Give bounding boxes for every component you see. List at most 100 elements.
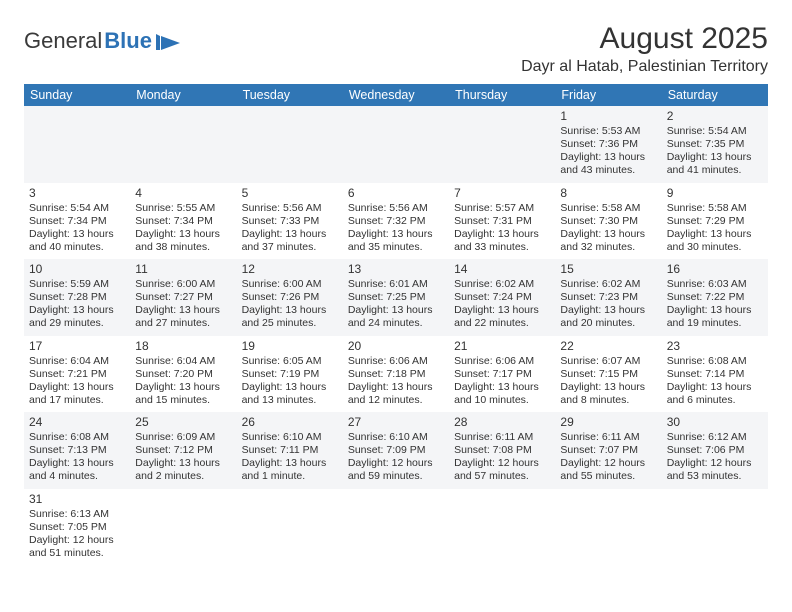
day-number: 15 — [560, 262, 656, 277]
calendar-day-cell: 17Sunrise: 6:04 AMSunset: 7:21 PMDayligh… — [24, 336, 130, 413]
sunrise-text: Sunrise: 5:58 AM — [560, 202, 656, 215]
calendar-day-cell — [449, 489, 555, 566]
daylight-text: Daylight: 13 hours and 43 minutes. — [560, 151, 656, 177]
calendar-day-cell: 1Sunrise: 5:53 AMSunset: 7:36 PMDaylight… — [555, 106, 661, 183]
calendar-day-cell: 12Sunrise: 6:00 AMSunset: 7:26 PMDayligh… — [237, 259, 343, 336]
sunrise-text: Sunrise: 6:00 AM — [242, 278, 338, 291]
daylight-text: Daylight: 12 hours and 53 minutes. — [667, 457, 763, 483]
day-number: 29 — [560, 415, 656, 430]
sunset-text: Sunset: 7:36 PM — [560, 138, 656, 151]
calendar-week-row: 24Sunrise: 6:08 AMSunset: 7:13 PMDayligh… — [24, 412, 768, 489]
sunset-text: Sunset: 7:33 PM — [242, 215, 338, 228]
sunrise-text: Sunrise: 6:06 AM — [454, 355, 550, 368]
calendar-day-cell: 27Sunrise: 6:10 AMSunset: 7:09 PMDayligh… — [343, 412, 449, 489]
sunset-text: Sunset: 7:23 PM — [560, 291, 656, 304]
sunrise-text: Sunrise: 6:04 AM — [29, 355, 125, 368]
calendar-day-cell: 29Sunrise: 6:11 AMSunset: 7:07 PMDayligh… — [555, 412, 661, 489]
daylight-text: Daylight: 13 hours and 20 minutes. — [560, 304, 656, 330]
weekday-header-row: Sunday Monday Tuesday Wednesday Thursday… — [24, 84, 768, 106]
calendar-day-cell: 8Sunrise: 5:58 AMSunset: 7:30 PMDaylight… — [555, 183, 661, 260]
header-row: GeneralBlue August 2025 Dayr al Hatab, P… — [24, 22, 768, 76]
daylight-text: Daylight: 13 hours and 40 minutes. — [29, 228, 125, 254]
day-number: 28 — [454, 415, 550, 430]
day-number: 12 — [242, 262, 338, 277]
day-number: 21 — [454, 339, 550, 354]
daylight-text: Daylight: 13 hours and 30 minutes. — [667, 228, 763, 254]
sunset-text: Sunset: 7:13 PM — [29, 444, 125, 457]
calendar-day-cell: 3Sunrise: 5:54 AMSunset: 7:34 PMDaylight… — [24, 183, 130, 260]
calendar-day-cell — [343, 106, 449, 183]
sunset-text: Sunset: 7:24 PM — [454, 291, 550, 304]
daylight-text: Daylight: 13 hours and 8 minutes. — [560, 381, 656, 407]
daylight-text: Daylight: 13 hours and 13 minutes. — [242, 381, 338, 407]
sunrise-text: Sunrise: 6:11 AM — [454, 431, 550, 444]
sunset-text: Sunset: 7:20 PM — [135, 368, 231, 381]
sunset-text: Sunset: 7:34 PM — [135, 215, 231, 228]
daylight-text: Daylight: 13 hours and 24 minutes. — [348, 304, 444, 330]
daylight-text: Daylight: 13 hours and 35 minutes. — [348, 228, 444, 254]
sunset-text: Sunset: 7:06 PM — [667, 444, 763, 457]
calendar-day-cell — [662, 489, 768, 566]
sunrise-text: Sunrise: 5:53 AM — [560, 125, 656, 138]
calendar-day-cell: 9Sunrise: 5:58 AMSunset: 7:29 PMDaylight… — [662, 183, 768, 260]
daylight-text: Daylight: 13 hours and 29 minutes. — [29, 304, 125, 330]
sunset-text: Sunset: 7:08 PM — [454, 444, 550, 457]
sunrise-text: Sunrise: 6:10 AM — [242, 431, 338, 444]
day-number: 17 — [29, 339, 125, 354]
sunset-text: Sunset: 7:34 PM — [29, 215, 125, 228]
sunrise-text: Sunrise: 5:59 AM — [29, 278, 125, 291]
calendar-week-row: 1Sunrise: 5:53 AMSunset: 7:36 PMDaylight… — [24, 106, 768, 183]
day-number: 2 — [667, 109, 763, 124]
sunset-text: Sunset: 7:29 PM — [667, 215, 763, 228]
day-number: 13 — [348, 262, 444, 277]
day-number: 1 — [560, 109, 656, 124]
calendar-day-cell: 11Sunrise: 6:00 AMSunset: 7:27 PMDayligh… — [130, 259, 236, 336]
daylight-text: Daylight: 13 hours and 19 minutes. — [667, 304, 763, 330]
day-number: 5 — [242, 186, 338, 201]
calendar-day-cell: 18Sunrise: 6:04 AMSunset: 7:20 PMDayligh… — [130, 336, 236, 413]
sunrise-text: Sunrise: 6:03 AM — [667, 278, 763, 291]
sunrise-text: Sunrise: 6:02 AM — [454, 278, 550, 291]
calendar-day-cell: 5Sunrise: 5:56 AMSunset: 7:33 PMDaylight… — [237, 183, 343, 260]
day-number: 25 — [135, 415, 231, 430]
daylight-text: Daylight: 13 hours and 17 minutes. — [29, 381, 125, 407]
sunset-text: Sunset: 7:26 PM — [242, 291, 338, 304]
sunset-text: Sunset: 7:09 PM — [348, 444, 444, 457]
sunset-text: Sunset: 7:31 PM — [454, 215, 550, 228]
location: Dayr al Hatab, Palestinian Territory — [521, 58, 768, 76]
day-number: 27 — [348, 415, 444, 430]
sunset-text: Sunset: 7:17 PM — [454, 368, 550, 381]
day-number: 11 — [135, 262, 231, 277]
day-number: 24 — [29, 415, 125, 430]
sunset-text: Sunset: 7:15 PM — [560, 368, 656, 381]
sunrise-text: Sunrise: 6:12 AM — [667, 431, 763, 444]
logo-flag-icon — [156, 32, 182, 50]
calendar-day-cell: 16Sunrise: 6:03 AMSunset: 7:22 PMDayligh… — [662, 259, 768, 336]
day-number: 20 — [348, 339, 444, 354]
calendar-day-cell: 21Sunrise: 6:06 AMSunset: 7:17 PMDayligh… — [449, 336, 555, 413]
daylight-text: Daylight: 13 hours and 32 minutes. — [560, 228, 656, 254]
calendar-day-cell — [130, 106, 236, 183]
sunrise-text: Sunrise: 6:06 AM — [348, 355, 444, 368]
day-number: 23 — [667, 339, 763, 354]
sunrise-text: Sunrise: 6:13 AM — [29, 508, 125, 521]
calendar-day-cell: 14Sunrise: 6:02 AMSunset: 7:24 PMDayligh… — [449, 259, 555, 336]
month-title: August 2025 — [521, 22, 768, 56]
calendar-day-cell: 13Sunrise: 6:01 AMSunset: 7:25 PMDayligh… — [343, 259, 449, 336]
sunset-text: Sunset: 7:21 PM — [29, 368, 125, 381]
weekday-header: Friday — [555, 84, 661, 106]
calendar-week-row: 10Sunrise: 5:59 AMSunset: 7:28 PMDayligh… — [24, 259, 768, 336]
sunrise-text: Sunrise: 5:56 AM — [242, 202, 338, 215]
sunrise-text: Sunrise: 5:54 AM — [667, 125, 763, 138]
calendar-day-cell: 31Sunrise: 6:13 AMSunset: 7:05 PMDayligh… — [24, 489, 130, 566]
sunrise-text: Sunrise: 6:07 AM — [560, 355, 656, 368]
day-number: 30 — [667, 415, 763, 430]
daylight-text: Daylight: 13 hours and 12 minutes. — [348, 381, 444, 407]
day-number: 3 — [29, 186, 125, 201]
sunrise-text: Sunrise: 6:10 AM — [348, 431, 444, 444]
daylight-text: Daylight: 12 hours and 59 minutes. — [348, 457, 444, 483]
calendar-day-cell — [130, 489, 236, 566]
sunset-text: Sunset: 7:19 PM — [242, 368, 338, 381]
sunset-text: Sunset: 7:28 PM — [29, 291, 125, 304]
day-number: 31 — [29, 492, 125, 507]
